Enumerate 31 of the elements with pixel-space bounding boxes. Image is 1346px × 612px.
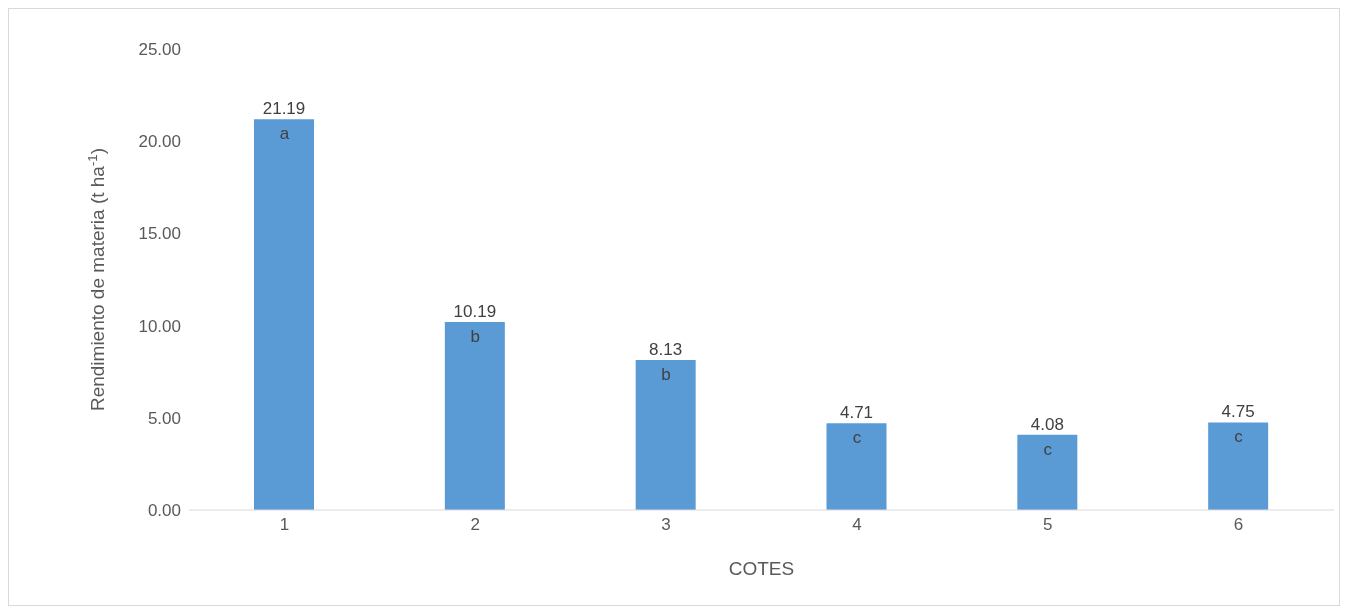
bar bbox=[254, 119, 314, 510]
x-tick-label: 3 bbox=[661, 515, 671, 535]
y-tick-label: 0.00 bbox=[147, 501, 181, 521]
y-tick-label: 25.00 bbox=[138, 40, 181, 60]
x-tick-label: 4 bbox=[852, 515, 862, 535]
bar bbox=[1017, 434, 1078, 510]
x-tick-label: 5 bbox=[1043, 515, 1053, 535]
annotation: b bbox=[470, 327, 480, 347]
annotation: c bbox=[1234, 427, 1244, 447]
y-tick-label: 20.00 bbox=[138, 132, 181, 152]
data-label: 8.13 bbox=[649, 340, 683, 360]
bar bbox=[1208, 422, 1269, 510]
data-label: 4.75 bbox=[1221, 402, 1255, 422]
annotation: c bbox=[852, 428, 862, 448]
annotation: c bbox=[1043, 439, 1053, 459]
x-tick-label: 2 bbox=[470, 515, 480, 535]
data-label: 21.19 bbox=[262, 99, 306, 119]
data-label: 10.19 bbox=[453, 302, 497, 322]
data-label: 4.71 bbox=[839, 403, 874, 423]
bar bbox=[444, 322, 505, 510]
x-tick-label: 6 bbox=[1233, 515, 1244, 535]
y-tick-label: 10.00 bbox=[138, 316, 181, 336]
bar bbox=[635, 360, 696, 510]
y-tick-label: 5.00 bbox=[147, 408, 181, 428]
x-tick-label: 1 bbox=[279, 515, 290, 535]
bar bbox=[826, 423, 887, 510]
annotation: a bbox=[279, 124, 290, 144]
annotation: b bbox=[661, 365, 671, 385]
x-axis-title: COTES bbox=[728, 558, 795, 579]
data-label: 4.08 bbox=[1030, 414, 1064, 434]
y-tick-label: 15.00 bbox=[138, 224, 181, 244]
